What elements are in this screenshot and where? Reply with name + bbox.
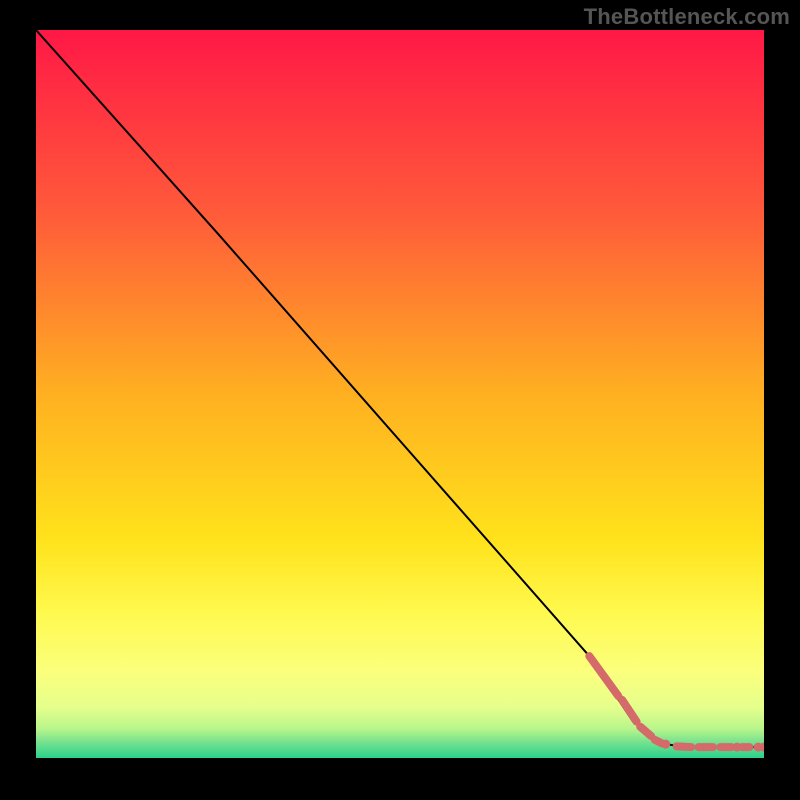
watermark: TheBottleneck.com [584, 4, 790, 30]
plot-area [36, 30, 764, 758]
highlight-segment [655, 740, 662, 744]
chart-frame: TheBottleneck.com [0, 0, 800, 800]
highlight-marker [733, 743, 742, 752]
gradient-background [36, 30, 764, 758]
chart-svg [36, 30, 764, 758]
highlight-marker [661, 740, 670, 749]
highlight-segment [677, 746, 692, 747]
